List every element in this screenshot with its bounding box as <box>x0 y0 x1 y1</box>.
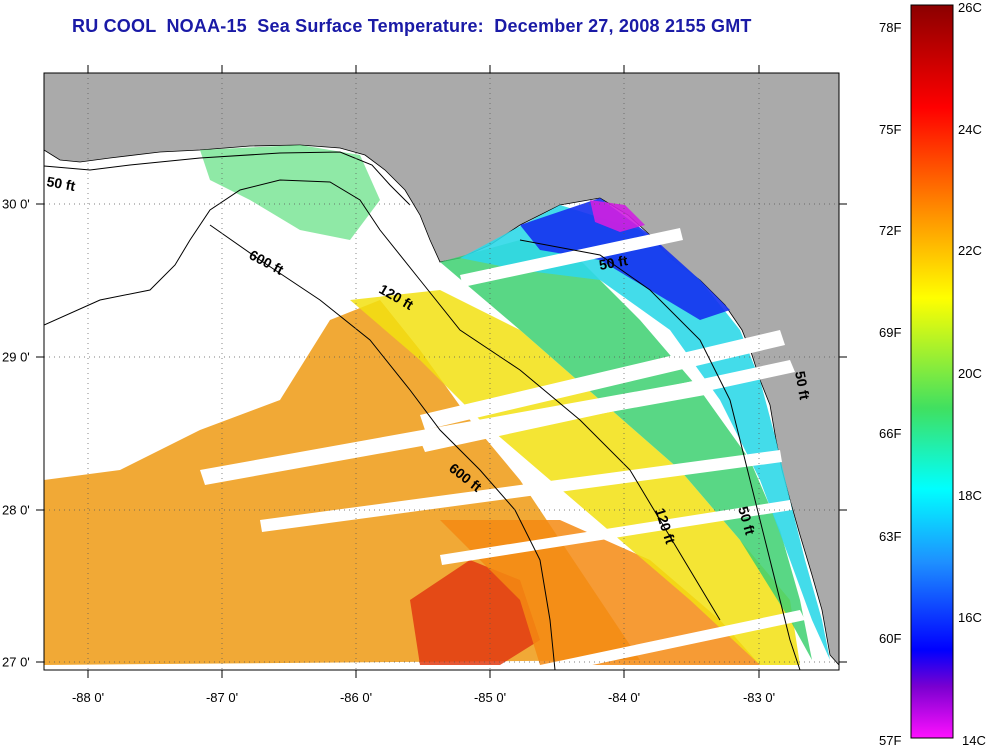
lat-tick-label: 27 0' <box>2 654 30 670</box>
lon-tick-label: -86 0' <box>339 690 373 705</box>
colorbar-c-label: 16C <box>958 610 982 625</box>
sst-yellow-band <box>350 290 800 665</box>
contour-50ft-east <box>519 239 801 670</box>
colorbar-c-label: 14C <box>962 733 986 748</box>
contour-label: 50 ft <box>45 173 76 194</box>
colorbar-f-label: 69F <box>879 325 902 340</box>
colorbar-c-label: 26C <box>958 0 982 15</box>
sst-blue-bigbend <box>520 198 730 320</box>
colorbar-f-label: 57F <box>879 733 902 748</box>
lat-tick-label: 29 0' <box>2 349 30 365</box>
colorbar-c-label: 20C <box>958 366 982 381</box>
lat-tick-label: 30 0' <box>2 196 30 212</box>
colorbar-c-label: 22C <box>958 243 982 258</box>
sst-cyan-nearshore <box>460 205 830 660</box>
plot-frame <box>43 72 840 671</box>
lon-tick-label: -84 0' <box>607 690 641 705</box>
frame-ticks <box>36 65 847 678</box>
lon-tick-label: -83 0' <box>742 690 776 705</box>
colorbar <box>910 4 954 739</box>
colorbar-f-label: 75F <box>879 122 902 137</box>
colorbar-f-label: 60F <box>879 631 902 646</box>
contour-label: 50 ft <box>598 252 629 273</box>
colorbar-c-label: 18C <box>958 488 982 503</box>
colorbar-f-label: 63F <box>879 529 902 544</box>
colorbar-f-label: 66F <box>879 426 902 441</box>
lon-tick-label: -88 0' <box>71 690 105 705</box>
map-title: RU COOL NOAA-15 Sea Surface Temperature:… <box>72 16 752 36</box>
contour-label: 50 ft <box>792 370 813 401</box>
contour-50ft-north <box>44 151 411 206</box>
colorbar-f-label: 72F <box>879 223 902 238</box>
contour-120ft <box>44 179 721 621</box>
lon-tick-label: -87 0' <box>205 690 239 705</box>
cloud-streaks <box>200 228 805 670</box>
lat-tick-label: 28 0' <box>2 502 30 518</box>
contour-600ft <box>209 224 556 670</box>
lon-tick-label: -85 0' <box>473 690 507 705</box>
colorbar-c-label: 24C <box>958 122 982 137</box>
sst-purple-apalachee <box>590 200 645 232</box>
colorbar-f-label: 78F <box>879 20 902 35</box>
sst-scattered-north <box>200 145 380 240</box>
sst-orange-south <box>440 520 760 665</box>
contour-label: 50 ft <box>735 504 758 536</box>
